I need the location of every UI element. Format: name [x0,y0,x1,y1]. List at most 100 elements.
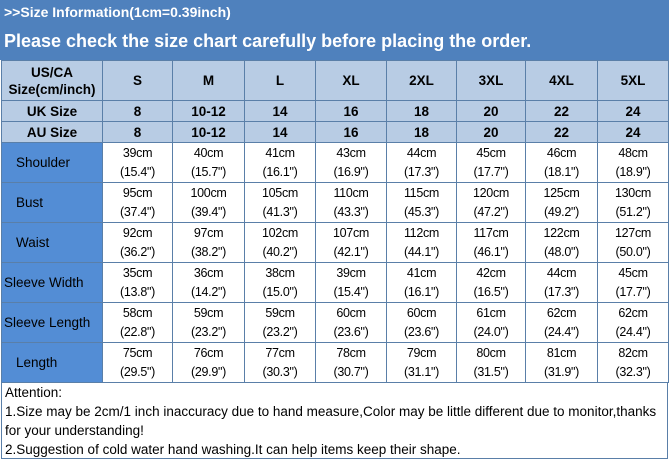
inch-value: (31.1") [404,364,439,379]
measurement-cell: 92cm (36.2") [102,222,173,263]
inch-value: (49.2") [544,204,579,219]
inch-value: (38.2") [191,244,226,259]
inch-value: (45.3") [404,204,439,219]
measurement-label: Sleeve Length [1,302,103,343]
measurement-cell: 60cm (23.6") [315,302,387,343]
measurement-cell: 59cm (23.2") [172,302,245,343]
inch-value: (48.0") [544,244,579,259]
cm-value: 42cm [476,265,506,280]
cm-value: 105cm [261,185,299,200]
measurement-cell: 105cm (41.3") [244,182,316,223]
inch-value: (17.3") [404,164,439,179]
measurement-row: Waist 92cm (36.2") 97cm (38.2") 102cm (40.2") 1… [1,222,669,263]
measurement-label: Shoulder [1,142,103,183]
inch-value: (41.3") [262,204,298,219]
measurement-cell: 120cm (47.2") [456,182,526,223]
size-header: 4XL [525,60,598,101]
cm-value: 41cm [406,265,437,280]
size-header-row: US/CA Size(cm/inch) S M L XL 2XL 3XL 4XL 5XL [1,60,669,101]
size-header: XL [315,60,387,101]
cm-value: 40cm [193,145,224,160]
size-value: 18 [386,100,457,122]
measurement-cell: 45cm (17.7") [597,262,669,303]
cm-value: 100cm [190,185,227,200]
banner-title: >>Size Information(1cm=0.39inch) [4,4,231,20]
cm-value: 45cm [476,145,506,160]
measurement-cell: 43cm (16.9") [315,142,387,183]
inch-value: (30.3") [262,364,298,379]
inch-value: (15.4") [333,284,369,299]
measurement-cell: 78cm (30.7") [315,342,387,383]
measurement-cell: 110cm (43.3") [315,182,387,223]
measurement-cell: 35cm (13.8") [102,262,173,303]
measurement-row: Shoulder 39cm (15.4") 40cm (15.7") 41cm (16.1"… [1,142,669,183]
size-value: 20 [456,100,526,122]
measurement-row: Length 75cm (29.5") 76cm (29.9") 77cm (30.3") 7… [1,342,669,383]
size-value: 10-12 [172,121,245,143]
size-value: 22 [525,100,598,122]
inch-value: (42.1") [333,244,369,259]
size-header: 5XL [597,60,669,101]
inch-value: (32.3") [615,364,651,379]
measurement-cell: 41cm (16.1") [386,262,457,303]
measurement-cell: 75cm (29.5") [102,342,173,383]
cm-value: 48cm [618,145,648,160]
banner-subtitle: Please check the size chart carefully be… [4,31,532,51]
measurement-cell: 38cm (15.0") [244,262,316,303]
cm-value: 95cm [122,185,153,200]
measurement-cell: 39cm (15.4") [102,142,173,183]
inch-value: (16.5") [473,284,509,299]
inch-value: (23.2") [262,324,298,339]
cm-value: 39cm [336,265,366,280]
inch-value: (23.6") [333,324,369,339]
inch-value: (24.4") [615,324,651,339]
measurement-cell: 127cm (50.0") [597,222,669,263]
measurement-label: Bust [1,182,103,223]
measurement-cell: 117cm (46.1") [456,222,526,263]
inch-value: (23.6") [404,324,439,339]
measurement-cell: 125cm (49.2") [525,182,598,223]
inch-value: (22.8") [120,324,155,339]
inch-value: (24.4") [544,324,579,339]
measurement-cell: 130cm (51.2") [597,182,669,223]
cm-value: 35cm [122,265,153,280]
measurement-cell: 102cm (40.2") [244,222,316,263]
measurement-cell: 82cm (32.3") [597,342,669,383]
measurement-cell: 36cm (14.2") [172,262,245,303]
inch-value: (15.7") [191,164,226,179]
inch-value: (17.7") [473,164,509,179]
measurement-cell: 107cm (42.1") [315,222,387,263]
size-value: 20 [456,121,526,143]
attention-notes: Attention: 1.Size may be 2cm/1 inch inac… [1,382,668,459]
cm-value: 125cm [543,185,580,200]
measurement-row: Sleeve Width 35cm (13.8") 36cm (14.2") 38cm (1… [1,262,669,303]
inch-value: (47.2") [473,204,509,219]
measurement-cell: 61cm (24.0") [456,302,526,343]
inch-value: (17.7") [615,284,651,299]
cm-value: 59cm [193,305,224,320]
cm-value: 62cm [618,305,648,320]
cm-value: 117cm [473,225,509,240]
cm-value: 62cm [546,305,577,320]
cm-value: 122cm [543,225,580,240]
cm-value: 97cm [193,225,224,240]
measurement-cell: 42cm (16.5") [456,262,526,303]
measurement-cell: 59cm (23.2") [244,302,316,343]
size-header: L [244,60,316,101]
inch-value: (29.9") [191,364,226,379]
header-label-line: Size(cm/inch) [8,81,96,97]
measurement-cell: 95cm (37.4") [102,182,173,223]
size-value: 24 [597,100,669,122]
inch-value: (23.2") [191,324,226,339]
inch-value: (46.1") [473,244,509,259]
cm-value: 39cm [122,145,153,160]
measurement-cell: 112cm (44.1") [386,222,457,263]
measurement-cell: 58cm (22.8") [102,302,173,343]
measurement-row: Sleeve Length 58cm (22.8") 59cm (23.2") 59cm (… [1,302,669,343]
measurement-cell: 44cm (17.3") [386,142,457,183]
size-header: S [102,60,173,101]
cm-value: 46cm [546,145,577,160]
cm-value: 115cm [403,185,440,200]
measurement-cell: 115cm (45.3") [386,182,457,223]
cm-value: 92cm [122,225,153,240]
